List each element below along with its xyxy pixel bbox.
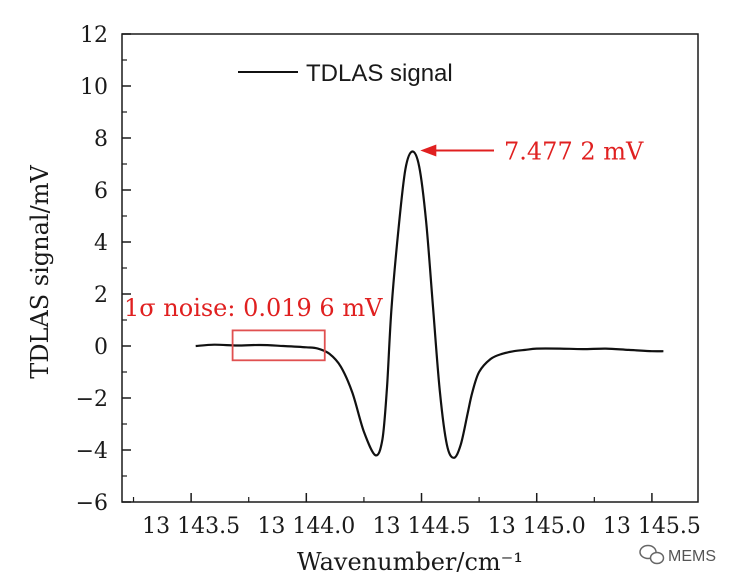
y-tick-label: 4 xyxy=(94,231,108,256)
x-axis-label: Wavenumber/cm⁻¹ xyxy=(297,548,523,576)
x-tick-label: 13 143.5 xyxy=(142,514,240,539)
legend: TDLAS signal xyxy=(238,60,453,87)
plot-area xyxy=(195,150,664,459)
y-tick-label: −2 xyxy=(76,387,108,412)
noise-region-box xyxy=(231,329,326,362)
series-line-tdlas-signal xyxy=(195,150,664,459)
x-tick-label: 13 144.5 xyxy=(373,514,471,539)
y-tick-label: 12 xyxy=(80,23,108,48)
watermark-text: MEMS xyxy=(668,548,716,565)
legend-label: TDLAS signal xyxy=(306,60,453,87)
y-axis: −6 −4 −2 0 2 4 6 8 10 12 xyxy=(76,23,131,516)
noise-annotation: 1σ noise: 0.019 6 mV xyxy=(124,294,383,322)
x-axis: 13 143.5 13 144.0 13 144.5 13 145.0 13 145.5 xyxy=(132,493,701,539)
watermark: MEMS xyxy=(639,544,716,565)
x-tick-label: 13 145.0 xyxy=(488,514,586,539)
y-tick-label: 0 xyxy=(94,335,108,360)
x-tick-label: 13 145.5 xyxy=(603,514,701,539)
y-tick-label: 8 xyxy=(94,127,108,152)
y-axis-label: TDLAS signal/mV xyxy=(26,165,54,379)
peak-annotation: 7.477 2 mV xyxy=(504,138,644,166)
y-tick-label: 6 xyxy=(94,179,108,204)
y-tick-label: 2 xyxy=(94,283,108,308)
y-tick-label: −4 xyxy=(76,439,108,464)
wechat-icon xyxy=(639,544,665,565)
annotations: 1σ noise: 0.019 6 mV 7.477 2 mV xyxy=(124,138,644,362)
peak-arrow-head xyxy=(420,144,437,157)
y-tick-label: 10 xyxy=(80,75,108,100)
plot-frame xyxy=(121,33,699,503)
x-tick-label: 13 144.0 xyxy=(257,514,355,539)
y-tick-label: −6 xyxy=(76,491,108,516)
